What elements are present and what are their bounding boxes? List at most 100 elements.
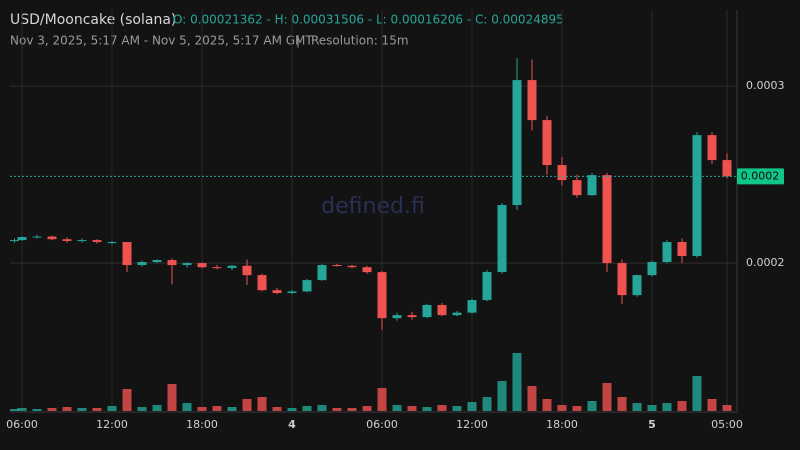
candle-body (467, 300, 477, 313)
candle-body (137, 262, 147, 266)
y-tick-label: 0.0003 (746, 79, 785, 92)
volume-bar (557, 405, 567, 411)
candle-body (647, 262, 657, 276)
resolution: Resolution: 15m (311, 34, 409, 48)
volume-bar (437, 405, 447, 411)
candle-body (287, 291, 297, 294)
volume-bar (662, 403, 672, 411)
volume-bar (647, 405, 657, 411)
candle-body (572, 180, 582, 196)
candle-body (272, 290, 282, 294)
volume-bar (452, 406, 462, 411)
volume-bar (212, 406, 222, 411)
candle-body (62, 239, 72, 241)
candle-body (692, 135, 702, 257)
x-tick-label: 06:00 (6, 418, 38, 431)
chart-title: USD/Mooncake (solana) (10, 12, 176, 28)
candle-body (302, 280, 312, 292)
candle-body (617, 263, 627, 296)
volume-bar (347, 408, 357, 411)
candle-body (242, 265, 252, 276)
candle-body (482, 271, 492, 301)
volume-bar (137, 407, 147, 411)
candle-body (152, 260, 162, 263)
x-tick-label: 06:00 (366, 418, 398, 431)
volume-bar (287, 408, 297, 411)
volume-bar (377, 388, 387, 411)
watermark: defined.fi (321, 194, 425, 219)
candle-body (182, 263, 192, 266)
volume-bar (692, 376, 702, 411)
volume-bar (332, 408, 342, 411)
candle-body (347, 265, 357, 268)
candle-body (377, 272, 387, 319)
volume-bar (587, 401, 597, 411)
volume-bar (527, 386, 537, 411)
subtitle: Nov 3, 2025, 5:17 AM - Nov 5, 2025, 5:17… (10, 34, 313, 48)
candle-body (392, 315, 402, 319)
volume-bar (62, 407, 72, 411)
candle-body (722, 160, 732, 177)
volume-bar (362, 406, 372, 411)
volume-bar (152, 405, 162, 411)
x-tick-label: 05:00 (711, 418, 743, 431)
volume-bar (497, 381, 507, 411)
candle-body (437, 305, 447, 316)
y-tick-label: 0.0002 (746, 256, 785, 269)
volume-bar (77, 408, 87, 411)
candle-body (332, 265, 342, 267)
candle-body (527, 80, 537, 121)
volume-bar (272, 407, 282, 411)
volume-bar (302, 406, 312, 411)
ohlc-summary: O: 0.00021362 - H: 0.00031506 - L: 0.000… (173, 13, 564, 27)
volume-bar (422, 407, 432, 411)
x-tick-label: 18:00 (546, 418, 578, 431)
candle-body (422, 305, 432, 318)
x-tick-label: 12:00 (96, 418, 128, 431)
volume-bar (632, 403, 642, 411)
volume-bar (722, 405, 732, 411)
volume-bar (167, 384, 177, 411)
x-tick-label: 12:00 (456, 418, 488, 431)
candle-body (362, 267, 372, 273)
candle-body (677, 242, 687, 257)
candle-body (662, 242, 672, 263)
candle-body (32, 236, 42, 238)
candle-body (317, 265, 327, 281)
candle-body (197, 263, 207, 268)
volume-bar (512, 353, 522, 411)
x-tick-label: 5 (648, 418, 656, 431)
volume-bar (317, 405, 327, 411)
candle-body (212, 267, 222, 269)
volume-bar (10, 409, 19, 411)
candle-body (122, 242, 132, 266)
candle-body (77, 240, 87, 242)
volume-bar (707, 399, 717, 411)
volume-bar (47, 408, 57, 411)
volume-bar (482, 397, 492, 411)
volume-bar (122, 389, 132, 411)
candle-body (512, 80, 522, 206)
x-tick-label: 4 (288, 418, 296, 431)
volume-bar (197, 407, 207, 411)
last-price-label: 0.0002 (741, 169, 780, 182)
volume-bar (677, 401, 687, 411)
candle-body (407, 315, 417, 318)
volume-bar (92, 408, 102, 411)
volume-bar (467, 402, 477, 411)
volume-bar (572, 406, 582, 411)
volume-bar (602, 383, 612, 411)
candle-body (557, 165, 567, 181)
candle-body (47, 236, 57, 240)
volume-bar (407, 406, 417, 411)
last-price-box (737, 168, 784, 185)
candle-body (632, 275, 642, 296)
volume-bar (107, 406, 117, 411)
volume-bar (32, 409, 42, 411)
candle-body (227, 265, 237, 269)
candle-body (17, 237, 27, 241)
candle-body (602, 175, 612, 264)
volume-bar (392, 405, 402, 411)
candle-body (167, 260, 177, 266)
